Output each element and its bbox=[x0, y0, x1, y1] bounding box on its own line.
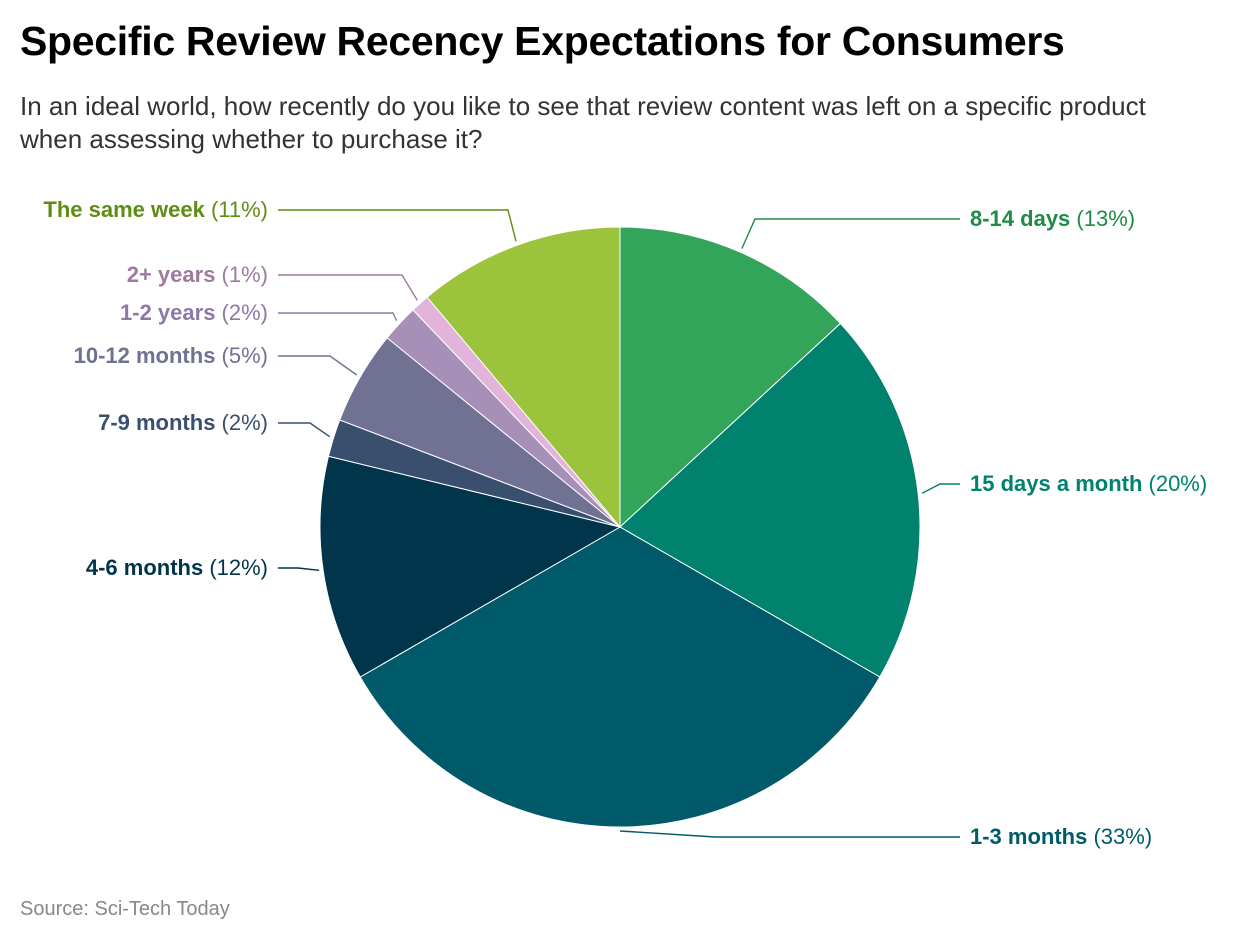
slice-label: 10-12 months (5%) bbox=[74, 343, 268, 368]
slice-label-name: 10-12 months bbox=[74, 343, 216, 368]
slice-label-name: 2+ years bbox=[127, 262, 216, 287]
leader-line bbox=[921, 483, 960, 494]
leader-line bbox=[741, 218, 960, 249]
slice-label: The same week (11%) bbox=[43, 197, 268, 222]
leader-line bbox=[278, 355, 358, 376]
slice-label-percent: (12%) bbox=[203, 555, 268, 580]
slice-label-name: The same week bbox=[43, 197, 205, 222]
slice-label-percent: (2%) bbox=[215, 300, 268, 325]
slice-label: 1-3 months (33%) bbox=[970, 824, 1152, 849]
slice-label: 15 days a month (20%) bbox=[970, 471, 1207, 496]
pie-slice bbox=[619, 226, 842, 529]
leader-line bbox=[619, 830, 960, 838]
slice-label-percent: (11%) bbox=[205, 197, 268, 222]
source-note: Source: Sci-Tech Today bbox=[20, 898, 230, 920]
leader-line bbox=[278, 274, 418, 301]
leader-line bbox=[278, 312, 398, 322]
slice-label: 8-14 days (13%) bbox=[970, 206, 1135, 231]
slice-labels: 8-14 days (13%) 15 days a month (20%) 1-3 … bbox=[43, 197, 1207, 849]
slice-label-name: 4-6 months bbox=[86, 555, 203, 580]
pie-slice bbox=[426, 226, 621, 529]
slice-label-percent: (13%) bbox=[1070, 206, 1135, 231]
chart-subtitle: In an ideal world, how recently do you l… bbox=[20, 91, 1146, 154]
leader-line bbox=[278, 422, 331, 438]
slice-label: 1-2 years (2%) bbox=[120, 300, 268, 325]
slice-label-name: 15 days a month bbox=[970, 471, 1142, 496]
leader-lines bbox=[278, 209, 960, 838]
slice-label: 7-9 months (2%) bbox=[98, 410, 268, 435]
leader-line bbox=[278, 567, 320, 571]
pie-slice bbox=[619, 322, 921, 678]
leader-line bbox=[278, 209, 517, 242]
chart-title: Specific Review Recency Expectations for… bbox=[20, 18, 1065, 64]
slice-label-name: 8-14 days bbox=[970, 206, 1070, 231]
slice-label: 2+ years (1%) bbox=[127, 262, 268, 287]
slice-label: 4-6 months (12%) bbox=[86, 555, 268, 580]
slice-label-name: 1-2 years bbox=[120, 300, 215, 325]
slice-label-name: 1-3 months bbox=[970, 824, 1087, 849]
slice-label-name: 7-9 months bbox=[98, 410, 215, 435]
pie-slice bbox=[319, 455, 622, 678]
slice-label-percent: (1%) bbox=[215, 262, 268, 287]
pie-slices bbox=[319, 226, 921, 828]
slice-label-percent: (20%) bbox=[1142, 471, 1207, 496]
slice-label-percent: (33%) bbox=[1087, 824, 1152, 849]
slice-label-percent: (2%) bbox=[215, 410, 268, 435]
slice-label-percent: (5%) bbox=[215, 343, 268, 368]
